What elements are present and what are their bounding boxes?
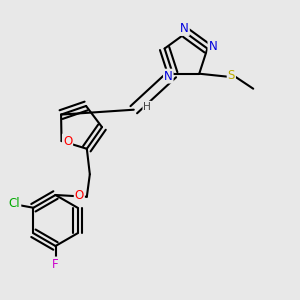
Text: H: H [143, 102, 151, 112]
Text: Cl: Cl [9, 197, 20, 210]
Text: O: O [63, 134, 72, 148]
Text: N: N [180, 22, 189, 35]
Text: N: N [164, 70, 172, 83]
Text: N: N [208, 40, 217, 52]
Text: F: F [52, 257, 59, 271]
Text: O: O [75, 189, 84, 202]
Text: S: S [228, 69, 235, 82]
